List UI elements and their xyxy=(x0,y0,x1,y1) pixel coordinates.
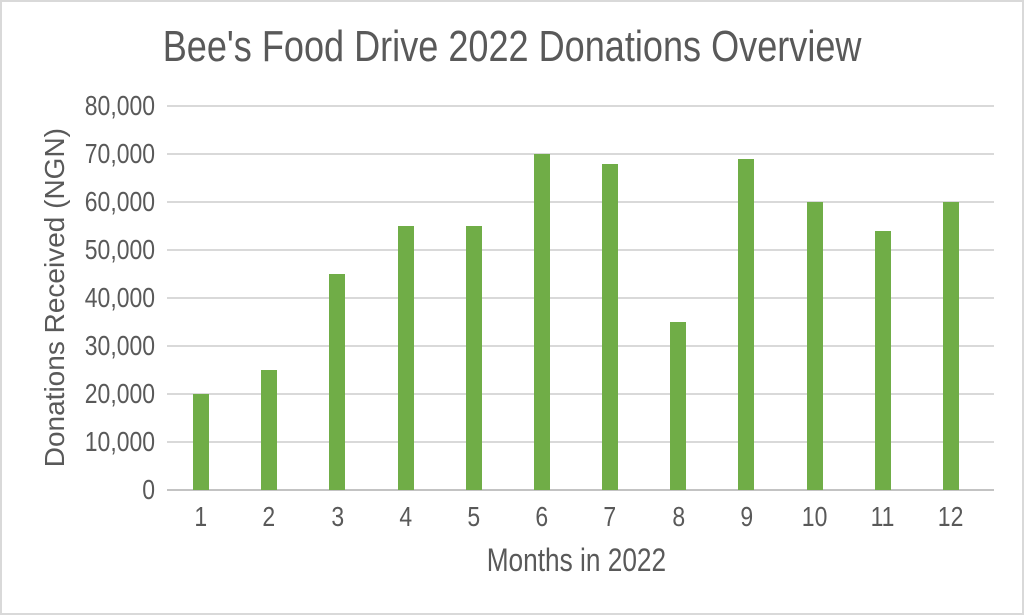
bar-month-8 xyxy=(670,322,687,490)
x-tick-label: 6 xyxy=(508,499,576,535)
x-tick-label: 4 xyxy=(372,499,440,535)
y-tick-label: 60,000 xyxy=(84,186,155,217)
bar-month-12 xyxy=(942,202,959,490)
bar-month-9 xyxy=(738,158,755,490)
gridlines-container xyxy=(167,105,994,491)
y-gridline xyxy=(167,249,994,251)
bar-slot-month-5 xyxy=(440,106,508,490)
bar-month-3 xyxy=(329,274,346,490)
chart-title-text: Bee's Food Drive 2022 Donations Overview xyxy=(162,22,862,71)
bars-container xyxy=(167,106,985,490)
x-axis-title-text: Months in 2022 xyxy=(486,542,666,578)
bar-slot-month-6 xyxy=(508,106,576,490)
bar-slot-month-10 xyxy=(781,106,849,490)
x-tick-label: 9 xyxy=(712,499,780,535)
y-gridline xyxy=(167,105,994,107)
y-gridline xyxy=(167,441,994,443)
chart-title: Bee's Food Drive 2022 Donations Overview xyxy=(2,22,1022,73)
y-tick-label: 30,000 xyxy=(84,330,155,361)
x-tick-label-text: 10 xyxy=(801,501,828,532)
bar-slot-month-1 xyxy=(167,106,235,490)
y-tick-label: 50,000 xyxy=(84,234,155,265)
y-tick-label: 70,000 xyxy=(84,138,155,169)
y-gridline xyxy=(167,297,994,299)
x-tick-label-text: 5 xyxy=(467,501,481,532)
x-tick-label-text: 8 xyxy=(671,501,685,532)
x-axis-title: Months in 2022 xyxy=(167,540,985,580)
y-tick-label: 10,000 xyxy=(84,426,155,457)
x-tick-label: 7 xyxy=(576,499,644,535)
y-tick-label: 20,000 xyxy=(84,378,155,409)
bar-slot-month-7 xyxy=(576,106,644,490)
y-axis-tick-labels: 0 10,000 20,000 30,000 40,000 50,000 60,000 70,… xyxy=(2,92,155,504)
bar-slot-month-11 xyxy=(849,106,917,490)
bar-slot-month-3 xyxy=(303,106,371,490)
bar-month-1 xyxy=(193,394,210,490)
y-tick-label: 80,000 xyxy=(84,90,155,121)
x-tick-label-text: 2 xyxy=(262,501,276,532)
x-axis-tick-labels: 1 2 3 4 5 6 7 8 9 10 11 12 xyxy=(167,499,985,535)
bar-month-4 xyxy=(397,226,414,490)
x-tick-label-text: 6 xyxy=(535,501,549,532)
bar-month-6 xyxy=(533,154,550,490)
x-tick-label-text: 11 xyxy=(870,501,895,532)
y-gridline xyxy=(167,345,994,347)
bar-month-11 xyxy=(874,230,891,490)
bar-month-7 xyxy=(602,163,619,490)
x-tick-label-text: 9 xyxy=(740,501,753,532)
bar-month-5 xyxy=(465,226,482,490)
x-tick-label: 2 xyxy=(235,499,303,535)
bar-month-2 xyxy=(261,370,278,490)
x-tick-label: 10 xyxy=(781,499,849,535)
x-tick-label: 5 xyxy=(440,499,508,535)
y-gridline xyxy=(167,393,994,395)
bar-month-10 xyxy=(806,202,823,490)
x-tick-label: 1 xyxy=(167,499,235,535)
bar-slot-month-4 xyxy=(372,106,440,490)
bar-slot-month-9 xyxy=(712,106,780,490)
bar-slot-month-2 xyxy=(235,106,303,490)
x-tick-label-text: 7 xyxy=(603,501,617,532)
y-tick-label: 40,000 xyxy=(84,282,155,313)
y-tick-label: 0 xyxy=(142,474,155,505)
x-tick-label: 11 xyxy=(849,499,917,535)
x-axis-line xyxy=(167,489,994,491)
x-tick-label-text: 3 xyxy=(331,501,344,532)
bar-slot-month-8 xyxy=(644,106,712,490)
x-tick-label-text: 4 xyxy=(399,501,412,532)
y-gridline xyxy=(167,153,994,155)
bar-slot-month-12 xyxy=(917,106,985,490)
x-tick-label: 12 xyxy=(917,499,985,535)
x-tick-label: 3 xyxy=(303,499,371,535)
x-tick-label-text: 1 xyxy=(194,501,208,532)
x-tick-label-text: 12 xyxy=(938,501,964,532)
y-gridline xyxy=(167,201,994,203)
x-tick-label: 8 xyxy=(644,499,712,535)
